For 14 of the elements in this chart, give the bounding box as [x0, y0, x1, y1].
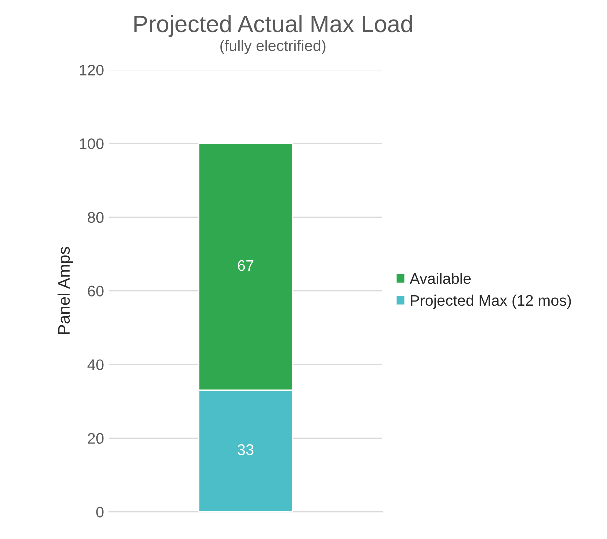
y-axis-title: Panel Amps [58, 247, 74, 334]
y-tick-label: 60 [88, 286, 104, 297]
legend-label: Projected Max (12 mos) [411, 294, 572, 310]
y-tick-label: 100 [80, 138, 104, 150]
y-tick-label: 120 [80, 64, 104, 76]
chart-title: Projected Actual Max Load [134, 15, 412, 38]
chart-subtitle: (fully electrified) [220, 40, 326, 54]
data-label: 67 [238, 260, 254, 272]
data-label: 33 [238, 444, 254, 456]
y-tick-label: 40 [88, 360, 104, 370]
y-tick-label: 0 [96, 506, 104, 518]
legend-label: Available [410, 273, 471, 284]
y-tick-label: 80 [88, 212, 104, 224]
y-tick-label: 20 [88, 433, 104, 444]
